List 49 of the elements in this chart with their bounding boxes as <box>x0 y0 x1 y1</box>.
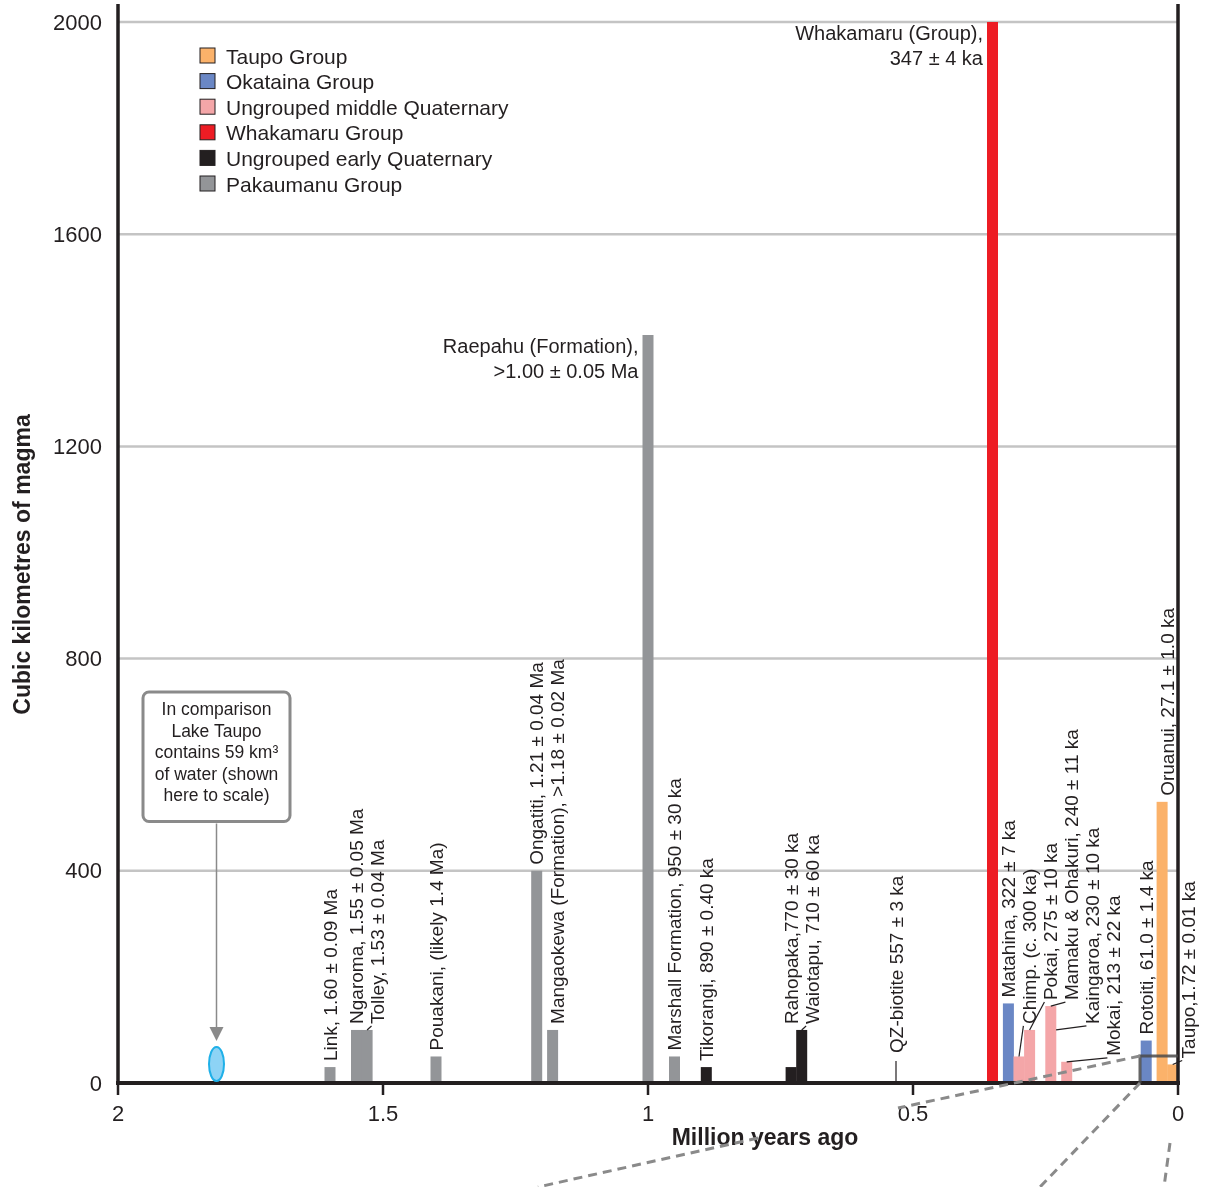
annotation: Link, 1.60 ± 0.09 Ma <box>319 888 341 1062</box>
annotation: Pouakani, (likely 1.4 Ma) <box>425 842 447 1051</box>
annotation: Rahopaka,770 ± 30 ka <box>780 832 802 1024</box>
bar <box>1002 1003 1014 1083</box>
annotation: Tikorangi, 890 ± 0.40 ka <box>695 857 717 1062</box>
y-axis-title: Cubic kilometres of magma <box>9 414 35 715</box>
bar <box>987 22 998 1083</box>
bar <box>669 1056 680 1083</box>
annotation: Chimp. (c. 300 ka) <box>1018 868 1040 1024</box>
y-tick-label: 1200 <box>53 433 102 459</box>
legend-label: Taupo Group <box>226 44 348 68</box>
x-tick-label: 0 <box>1171 1100 1185 1126</box>
annotation: Matahina, 322 ± 7 ka <box>997 819 1019 998</box>
y-tick-label: 0 <box>89 1070 102 1096</box>
annotation: Mamaku & Ohakuri, 240 ± 11 ka <box>1060 728 1082 1001</box>
annotation: In comparison Lake Taupo contains 59 km³ of water (shown here to scale) <box>154 699 279 805</box>
legend-label: Whakamaru Group <box>226 121 404 145</box>
x-axis-title: Million years ago <box>671 1124 859 1150</box>
y-tick-label: 1600 <box>53 221 102 247</box>
y-tick-label: 2000 <box>53 9 102 35</box>
x-tick-label: 2 <box>111 1100 125 1126</box>
annotation: Marshall Formation, 950 ± 30 ka <box>664 777 685 1051</box>
bar <box>430 1056 442 1083</box>
x-tick-label: 1 <box>641 1100 655 1126</box>
legend-label: Ungrouped middle Quaternary <box>226 95 509 119</box>
annotation: Waiotapu, 710 ± 60 ka <box>801 834 823 1024</box>
annotation: Mokai, 213 ± 22 ka <box>1102 894 1124 1056</box>
annotation: Tolley, 1.53 ± 0.04 Ma <box>367 839 388 1024</box>
annotation: Rotoiti, 61.0 ± 1.4 ka <box>1135 859 1157 1035</box>
bar <box>531 870 543 1083</box>
y-tick-label: 800 <box>65 646 102 672</box>
annotation: Kaingaroa, 230 ± 10 ka <box>1081 827 1103 1024</box>
bar <box>547 1029 559 1083</box>
annotation: Mangaokewa (Formation), >1.18 ± 0.02 Ma <box>547 658 569 1024</box>
legend-label: Okataina Group <box>226 70 375 94</box>
annotation: Ongatiti, 1.21 ± 0.04 Ma <box>526 661 548 865</box>
annotation: Whakamaru (Group), 347 ± 4 ka <box>795 22 984 69</box>
annotation: Oruanui, 27.1 ± 1.0 ka <box>1156 607 1178 796</box>
annotation: QZ-biotite 557 ± 3 ka <box>885 875 907 1053</box>
annotation: Raepahu (Formation), >1.00 ± 0.05 Ma <box>442 334 640 382</box>
annotation: Ngaroma, 1.55 ± 0.05 Ma <box>346 808 367 1024</box>
bar <box>1045 1006 1057 1083</box>
legend-label: Ungrouped early Quaternary <box>226 146 493 170</box>
y-tick-label: 400 <box>65 858 102 884</box>
annotation: Pokai, 275 ± 10 ka <box>1039 842 1061 1001</box>
bar <box>642 335 654 1083</box>
x-tick-label: 1.5 <box>367 1100 399 1126</box>
annotation: Taupo,1.72 ± 0.01 ka <box>1177 880 1199 1059</box>
legend-label: Pakaumanu Group <box>226 172 403 196</box>
